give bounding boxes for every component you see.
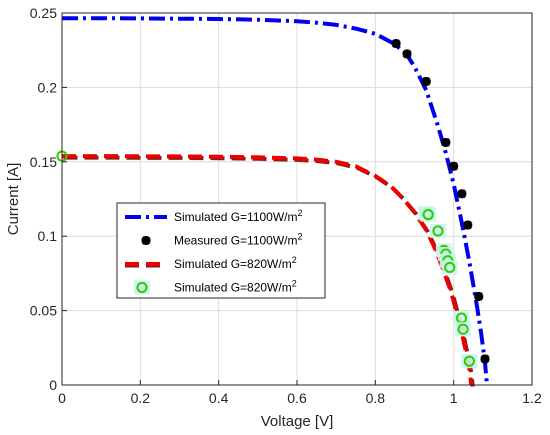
- y-tick-label: 0.1: [38, 228, 58, 244]
- legend-swatch-measured: [141, 236, 151, 245]
- measured-point-7: [474, 291, 484, 301]
- y-tick-label: 0.05: [30, 303, 57, 319]
- measured-point-2: [421, 76, 431, 86]
- y-tick-label: 0.25: [30, 5, 57, 21]
- simulated-circle-point-9: [455, 322, 472, 337]
- legend: Simulated G=1100W/m2 Measured G=1100W/m2 S…: [116, 202, 326, 299]
- x-tick-label: 0: [58, 390, 66, 406]
- legend-label-3: Simulated G=820W/m2: [174, 279, 297, 295]
- measured-point-6: [463, 220, 473, 230]
- x-tick-label: 1: [450, 390, 458, 406]
- y-tick-label: 0.15: [30, 154, 57, 170]
- x-tick-label: 0.6: [287, 390, 307, 406]
- legend-label-0: Simulated G=1100W/m2: [174, 208, 303, 224]
- simulated-circle-point-2: [420, 207, 437, 222]
- x-tick-label: 1.2: [522, 390, 542, 406]
- measured-point-3: [441, 137, 451, 147]
- x-tick-label: 0.8: [366, 390, 386, 406]
- x-tick-label: 0.4: [209, 390, 229, 406]
- simulated-circle-point-3: [430, 223, 446, 238]
- measured-point-5: [457, 189, 467, 199]
- x-axis-title: Voltage [V]: [261, 413, 334, 430]
- series-layer: [56, 16, 490, 387]
- y-tick-label: 0.2: [38, 79, 58, 95]
- measured-point-4: [449, 161, 459, 171]
- tick-layer: 0 0.2 0.4 0.6 0.8 1 1.2 0 0.05 0.1 0.15 0.2 0.25: [30, 5, 542, 406]
- y-tick-label: 0: [49, 377, 57, 393]
- measured-point-1: [402, 49, 412, 59]
- y-axis-title: Current [A]: [5, 163, 22, 236]
- legend-label-2: Simulated G=820W/m2: [174, 255, 297, 271]
- legend-swatch-simulated-circles: [134, 280, 150, 295]
- series-line-simulated-1100: [62, 16, 489, 386]
- x-tick-label: 0.2: [131, 390, 151, 406]
- simulated-circle-point-10: [461, 354, 478, 369]
- measured-point-0: [391, 39, 401, 49]
- legend-box: [116, 202, 326, 299]
- measured-point-8: [480, 354, 490, 364]
- simulated-circle-point-7: [441, 260, 458, 275]
- legend-label-1: Measured G=1100W/m2: [174, 232, 303, 248]
